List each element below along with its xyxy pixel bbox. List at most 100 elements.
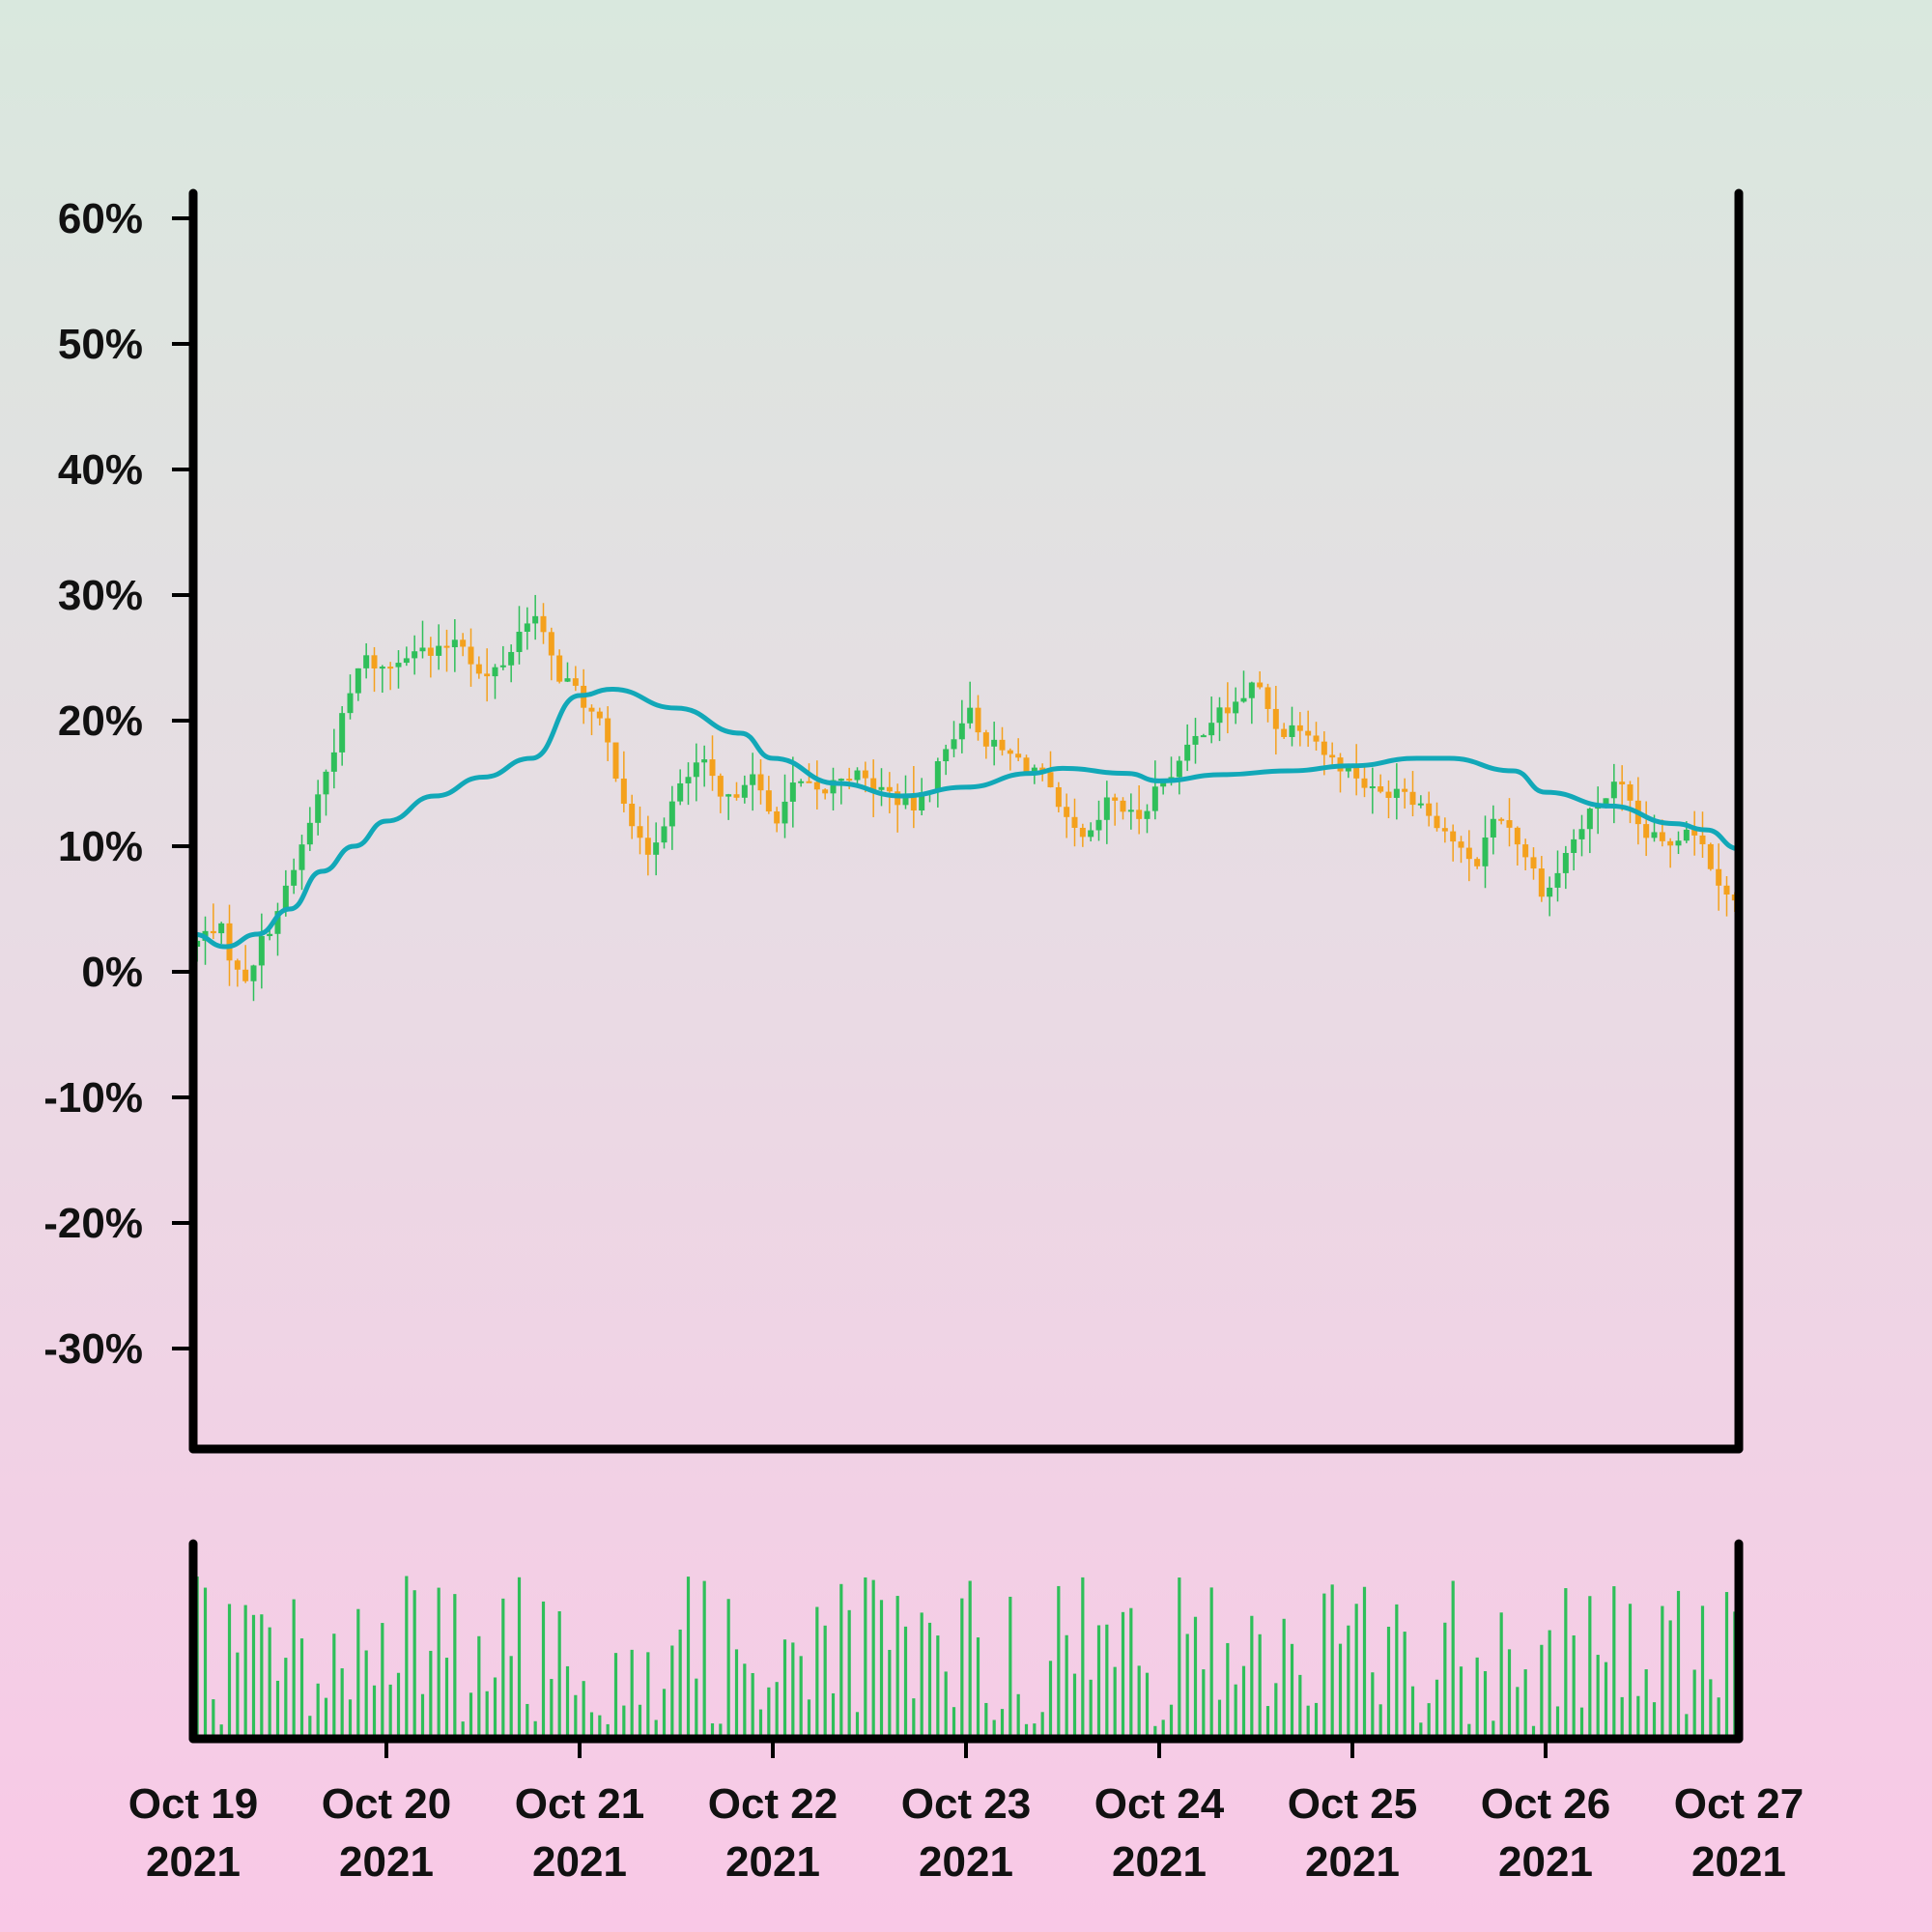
candle-body (1200, 735, 1207, 738)
y-tick-label: 60% (58, 195, 143, 242)
candle-body (668, 801, 675, 827)
volume-bar (1048, 1661, 1053, 1739)
candle-body (1313, 735, 1320, 742)
volume-bar (1475, 1657, 1479, 1739)
candle-body (1434, 815, 1440, 829)
candle-body (1007, 750, 1013, 754)
candle-body (1353, 765, 1360, 779)
candle-body (564, 678, 571, 682)
volume-bar (1202, 1669, 1206, 1739)
volume-bar (1531, 1725, 1536, 1739)
candle-body (1160, 781, 1167, 787)
candle-body (291, 869, 298, 886)
candle-body (685, 777, 692, 783)
volume-bar (493, 1677, 497, 1739)
volume-bar (420, 1693, 425, 1739)
volume-bar (1105, 1624, 1109, 1739)
candle-body (733, 794, 740, 798)
volume-bar (751, 1672, 754, 1739)
volume-bar (823, 1625, 827, 1739)
candle-body (242, 969, 249, 981)
candle-body (1707, 843, 1714, 869)
candle-body (806, 781, 812, 783)
volume-bar (1209, 1587, 1213, 1739)
volume-bar (782, 1639, 787, 1739)
volume-bar (1185, 1634, 1189, 1739)
volume-bar (686, 1577, 691, 1739)
volume-bar (662, 1689, 667, 1739)
volume-bar (1362, 1586, 1367, 1739)
volume-bar (1161, 1719, 1165, 1739)
volume-bar (509, 1656, 513, 1739)
candle-body (629, 803, 636, 827)
volume-bar (1523, 1669, 1527, 1739)
volume-bar (517, 1577, 522, 1739)
candle-body (371, 655, 378, 668)
candle-body (492, 667, 498, 677)
candle-body (943, 749, 950, 762)
candle-body (1474, 859, 1481, 867)
x-tick-label-year: 2021 (1112, 1838, 1207, 1886)
x-tick-label-year: 2021 (919, 1838, 1013, 1886)
candle-body (298, 844, 305, 870)
candle-body (1047, 772, 1054, 787)
candle-body (1264, 687, 1271, 709)
y-tick-label: 30% (58, 572, 143, 619)
volume-bar (1000, 1709, 1005, 1739)
volume-bar (236, 1652, 240, 1739)
volume-bar (695, 1678, 698, 1739)
candle-body (709, 759, 716, 777)
candle-body (1023, 757, 1030, 772)
candle-body (999, 739, 1006, 751)
volume-bar (1386, 1626, 1391, 1739)
candle-body (475, 664, 482, 674)
y-tick-label: 20% (58, 697, 143, 745)
volume-bar (1564, 1588, 1568, 1739)
volume-bar (429, 1650, 433, 1739)
volume-bar (606, 1723, 610, 1739)
candle-body (532, 615, 539, 624)
volume-bar (348, 1699, 353, 1739)
volume-bar (356, 1608, 360, 1739)
volume-bar (1579, 1707, 1584, 1739)
volume-bar (613, 1653, 618, 1739)
volume-bar (284, 1658, 288, 1739)
candle-body (379, 667, 385, 669)
candle-body (234, 960, 241, 970)
candle-body (919, 792, 925, 811)
volume-bar (1459, 1666, 1463, 1739)
volume-bar (702, 1580, 706, 1739)
candle-body (1079, 827, 1086, 838)
volume-bar (864, 1577, 867, 1739)
x-tick-label-date: Oct 23 (901, 1780, 1032, 1828)
volume-bar (622, 1705, 626, 1739)
volume-bar (227, 1604, 232, 1739)
candle-body (886, 786, 893, 792)
volume-bar (1700, 1605, 1705, 1739)
x-tick-label-year: 2021 (146, 1838, 241, 1886)
candle-body (1458, 841, 1464, 848)
candle-body (499, 665, 506, 668)
volume-bar (477, 1635, 481, 1739)
volume-bar (1330, 1584, 1334, 1739)
candle-body (1055, 786, 1062, 808)
candle-body (982, 732, 989, 747)
volume-bar (1685, 1714, 1689, 1739)
volume-bar (1676, 1590, 1681, 1739)
x-tick-label-date: Oct 20 (322, 1780, 452, 1828)
candle-body (717, 776, 724, 797)
candle-body (1176, 760, 1182, 778)
volume-bar (453, 1594, 457, 1739)
volume-bar (381, 1623, 384, 1739)
volume-bar (927, 1622, 932, 1739)
volume-bar (968, 1580, 972, 1739)
volume-bar (372, 1685, 377, 1739)
volume-bar (1467, 1723, 1471, 1739)
candle-body (1240, 697, 1247, 702)
volume-bar (1153, 1725, 1157, 1739)
candle-body (1329, 754, 1336, 758)
volume-bar (299, 1638, 304, 1739)
candle-body (1530, 857, 1537, 869)
candle-body (1506, 820, 1513, 828)
volume-bar (1661, 1605, 1664, 1739)
